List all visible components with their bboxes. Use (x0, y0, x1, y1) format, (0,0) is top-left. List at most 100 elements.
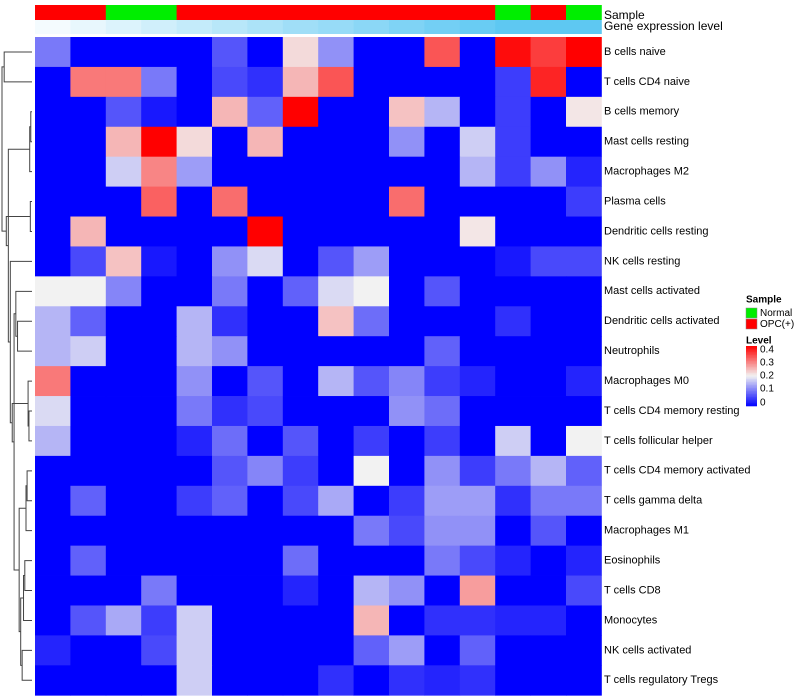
heatmap-cell (318, 246, 354, 277)
heatmap-cell (247, 96, 284, 128)
legend-swatch-normal (745, 307, 758, 319)
heatmap-cell (247, 306, 284, 337)
colorbar-segment (746, 365, 757, 368)
colorbar-segment (746, 356, 757, 359)
heatmap-cell (318, 37, 354, 68)
heatmap-cell (495, 246, 531, 277)
heatmap-cell (282, 545, 319, 576)
heatmap-cell (389, 246, 425, 277)
heatmap-cell (495, 336, 531, 367)
heatmap-cell (70, 156, 107, 187)
heatmap-cell (176, 545, 213, 576)
heatmap-cell (495, 545, 531, 576)
heatmap-cell (282, 96, 319, 128)
sample-annotation-cell (247, 5, 284, 20)
gene-expression-annotation-cell (105, 20, 142, 34)
heatmap-cell (176, 66, 213, 98)
gene-expression-annotation-cell (35, 20, 71, 34)
heatmap-cell (70, 216, 107, 247)
heatmap-cell (353, 485, 390, 517)
heatmap-cell (176, 515, 213, 547)
heatmap-cell (247, 246, 284, 277)
heatmap-cell (247, 515, 284, 547)
heatmap-cell (566, 246, 602, 277)
heatmap-cell (566, 276, 602, 307)
heatmap-cell (566, 545, 602, 576)
heatmap-cell (530, 455, 567, 487)
heatmap-cell (353, 635, 390, 666)
heatmap-cell (141, 545, 177, 576)
heatmap-cell (176, 186, 213, 217)
heatmap-cell (141, 156, 177, 187)
row-label: Mast cells resting (604, 136, 689, 148)
heatmap-cell (35, 156, 71, 187)
gene-expression-annotation-cell (424, 20, 461, 34)
heatmap-cell (35, 485, 71, 517)
heatmap-cell (176, 485, 213, 517)
heatmap-cell (35, 366, 71, 397)
gene-expression-annotation-cell (141, 20, 177, 34)
heatmap-cell (212, 575, 248, 606)
heatmap-cell (141, 635, 177, 666)
heatmap-cell (70, 306, 107, 337)
colorbar-segment (746, 361, 757, 363)
heatmap-cell (353, 425, 390, 457)
dendrogram-branch (3, 51, 32, 83)
heatmap-cell (318, 605, 354, 636)
heatmap-cell (495, 665, 531, 696)
heatmap-cell (424, 156, 461, 187)
heatmap-cell (530, 66, 567, 98)
heatmap-cell (70, 425, 107, 457)
heatmap-cell (459, 665, 496, 696)
heatmap-cell (105, 396, 142, 427)
heatmap-cell (70, 246, 107, 277)
heatmap-cell (247, 366, 284, 397)
heatmap-cell (459, 515, 496, 547)
gene-expression-track-label: Gene expression level (604, 19, 723, 33)
heatmap-cell (70, 575, 107, 606)
level-tick: 0.3 (760, 358, 774, 369)
colorbar-segment (746, 350, 757, 353)
heatmap-cell (212, 96, 248, 128)
heatmap-cell (35, 96, 71, 128)
colorbar-segment (746, 367, 757, 369)
heatmap-cell (566, 485, 602, 517)
colorbar-segment (746, 395, 757, 398)
dendrogram-branch (23, 575, 32, 621)
heatmap-cell (566, 605, 602, 636)
heatmap-cell (566, 306, 602, 337)
heatmap-cell (495, 37, 531, 68)
row-label: Macrophages M2 (604, 166, 689, 178)
row-dendrogram (1, 51, 32, 681)
heatmap-cell (459, 246, 496, 277)
row-label: NK cells activated (604, 644, 691, 656)
row-label: T cells CD4 memory activated (604, 465, 751, 477)
heatmap-cell (424, 366, 461, 397)
heatmap-cell (212, 186, 248, 217)
heatmap-cell (459, 96, 496, 128)
heatmap-cell (389, 425, 425, 457)
row-label: Dendritic cells resting (604, 225, 709, 237)
heatmap-cell (141, 126, 177, 158)
heatmap-cell (141, 425, 177, 457)
heatmap-cell (212, 605, 248, 636)
heatmap-cell (566, 156, 602, 187)
heatmap-cell (105, 515, 142, 547)
sample-annotation-cell (105, 5, 142, 20)
row-label: Dendritic cells activated (604, 315, 720, 327)
heatmap-cell (353, 246, 390, 277)
heatmap-cell (105, 545, 142, 576)
gene-expression-annotation-cell (70, 20, 107, 34)
heatmap-cell (282, 635, 319, 666)
heatmap-cell (105, 635, 142, 666)
row-label: T cells CD4 memory resting (604, 405, 740, 417)
colorbar-segment (746, 368, 757, 371)
heatmap-cell (566, 216, 602, 247)
heatmap-cell (530, 575, 567, 606)
colorbar-segment (746, 386, 757, 389)
heatmap-cell (353, 126, 390, 158)
heatmap-cell (389, 306, 425, 337)
colorbar-segment (746, 352, 757, 354)
dendrogram-branch (9, 260, 32, 424)
heatmap-cell (105, 186, 142, 217)
